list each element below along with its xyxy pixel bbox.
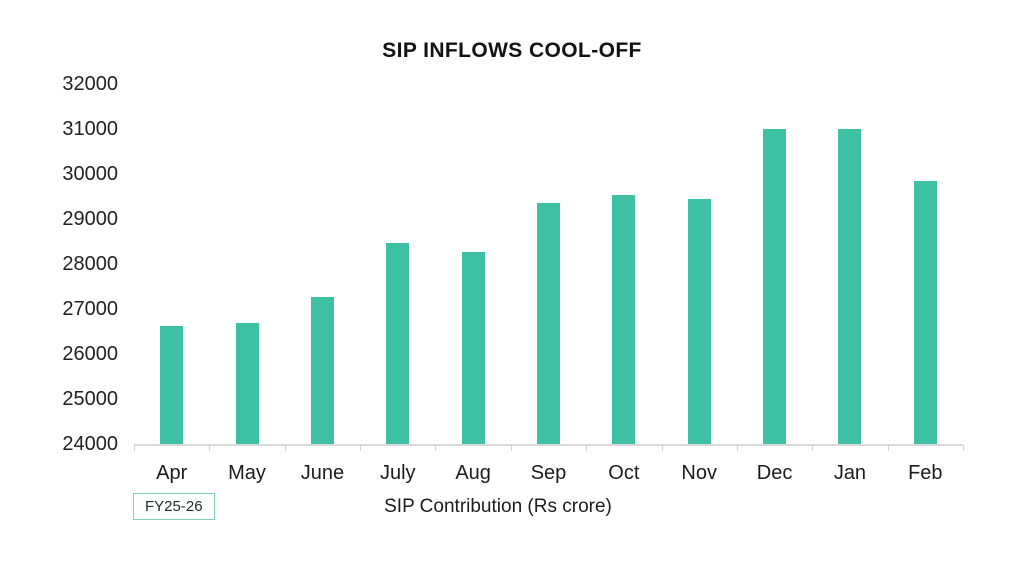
bar-jan	[838, 129, 862, 444]
bar-nov	[687, 199, 711, 444]
bar-feb	[913, 181, 937, 444]
bar-july	[386, 243, 410, 444]
bar-sep	[537, 202, 560, 444]
y-tick-label: 30000	[62, 163, 118, 185]
y-tick-label: 32000	[62, 73, 118, 95]
axis-tick-mark	[134, 445, 135, 451]
y-tick-label: 31000	[62, 118, 118, 140]
y-tick-label: 25000	[62, 388, 118, 410]
y-tick-label: 27000	[62, 298, 118, 320]
fiscal-year-badge: FY25-26	[133, 493, 215, 520]
y-tick-label: 28000	[62, 253, 118, 275]
bar-oct	[612, 195, 636, 444]
x-tick-label-jan: Jan	[833, 462, 867, 484]
x-tick-label-oct: Oct	[608, 462, 640, 484]
x-axis-title: SIP Contribution (Rs crore)	[384, 496, 612, 517]
axis-tick-mark	[586, 445, 588, 451]
axis-tick-mark	[812, 445, 814, 451]
axis-tick-mark	[887, 445, 889, 451]
x-tick-label-dec: Dec	[756, 462, 793, 484]
axis-tick-mark	[360, 445, 362, 451]
axis-tick-mark	[963, 445, 964, 451]
x-tick-label-aug: Aug	[455, 462, 491, 484]
axis-tick-mark	[284, 445, 286, 451]
x-tick-label-apr: Apr	[156, 462, 188, 484]
bar-june	[310, 296, 334, 444]
x-tick-label-nov: Nov	[681, 462, 717, 484]
x-tick-label-may: May	[228, 462, 266, 484]
x-tick-label-feb: Feb	[908, 462, 943, 484]
axis-tick-mark	[209, 445, 211, 451]
bar-dec	[763, 129, 787, 444]
plot-area	[134, 84, 963, 446]
chart-title: SIP INFLOWS COOL-OFF	[382, 39, 642, 62]
bar-apr	[160, 325, 184, 444]
y-tick-label: 26000	[62, 343, 118, 365]
axis-tick-mark	[736, 445, 738, 451]
x-tick-label-july: July	[379, 462, 416, 484]
y-tick-label: 29000	[62, 208, 118, 230]
axis-tick-mark	[435, 445, 437, 451]
bar-may	[235, 322, 259, 444]
y-tick-label: 24000	[62, 433, 118, 455]
bar-aug	[461, 251, 485, 444]
x-tick-label-june: June	[300, 462, 345, 484]
x-tick-label-sep: Sep	[530, 462, 567, 484]
axis-tick-mark	[510, 445, 512, 451]
axis-tick-mark	[661, 445, 663, 451]
